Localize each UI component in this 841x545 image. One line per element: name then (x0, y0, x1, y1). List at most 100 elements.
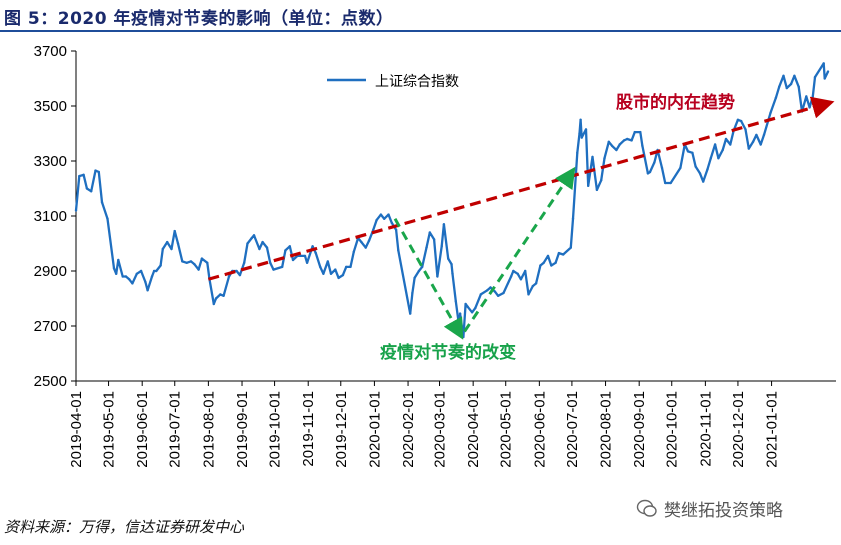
data-point (785, 86, 788, 90)
data-point (235, 269, 238, 273)
trend-arrow (207, 96, 835, 281)
data-point (121, 275, 124, 278)
watermark: 樊继拓投资策略 (636, 496, 783, 521)
data-point (509, 275, 513, 278)
data-point (534, 282, 538, 285)
data-point (524, 269, 527, 273)
data-point (740, 119, 743, 123)
rise-arrow (463, 166, 576, 333)
data-point (653, 161, 656, 164)
data-point (421, 265, 424, 269)
data-point (493, 290, 497, 293)
data-point (466, 305, 469, 308)
data-point (587, 184, 590, 187)
data-point (219, 293, 222, 296)
data-point (185, 261, 188, 264)
title-divider (0, 30, 841, 32)
data-point (686, 150, 690, 153)
data-point (646, 172, 650, 175)
data-point (630, 139, 633, 142)
data-point (288, 245, 291, 248)
x-tick-label: 2020-05-01 (498, 391, 515, 468)
trend-label: 股市的内在趋势 (616, 92, 735, 113)
data-point (413, 276, 416, 280)
data-point (281, 265, 284, 269)
x-tick-label: 2019-09-01 (234, 391, 251, 468)
data-point (724, 137, 728, 141)
data-point (124, 275, 128, 278)
data-point (562, 253, 565, 256)
data-point (345, 265, 348, 269)
data-point (397, 249, 400, 252)
x-tick-label: 2019-08-01 (200, 391, 217, 468)
data-point (729, 143, 732, 146)
x-tick-label: 2020-06-01 (531, 391, 548, 468)
data-point (813, 75, 817, 79)
data-point (474, 306, 477, 310)
data-point (470, 311, 474, 314)
data-point (706, 168, 709, 171)
data-point (660, 166, 664, 170)
data-point (94, 169, 97, 172)
data-point (603, 157, 606, 160)
data-point (626, 137, 629, 141)
data-point (303, 254, 307, 258)
x-tick-label: 2019-06-01 (134, 391, 151, 468)
data-point (428, 231, 431, 234)
data-point (161, 247, 164, 251)
data-point (679, 166, 682, 170)
data-point (387, 213, 390, 216)
x-tick-label: 2020-02-01 (400, 391, 417, 468)
series-points (74, 62, 830, 339)
x-tick-label: 2019-10-01 (267, 391, 284, 468)
data-point (755, 133, 758, 137)
data-point (542, 261, 545, 264)
data-point (440, 245, 443, 248)
data-point (146, 289, 149, 292)
data-point (641, 144, 644, 148)
data-point (159, 264, 162, 267)
data-point (170, 247, 173, 251)
data-point (811, 95, 814, 98)
data-point (112, 267, 116, 270)
data-point (450, 262, 453, 266)
data-point (694, 165, 697, 168)
data-point (269, 261, 272, 264)
data-point (436, 275, 439, 278)
data-point (639, 130, 642, 134)
data-point (155, 269, 158, 273)
data-point (291, 258, 295, 262)
data-point (383, 217, 386, 220)
data-point (299, 254, 302, 258)
data-point (451, 272, 454, 275)
data-point (576, 151, 579, 154)
data-point (334, 268, 337, 271)
data-point (691, 151, 694, 154)
data-point (189, 260, 193, 263)
data-point (314, 251, 317, 255)
x-tick-label: 2019-12-01 (333, 391, 350, 468)
data-point (326, 260, 329, 263)
data-point (246, 242, 249, 245)
data-point (736, 118, 740, 122)
data-point (447, 257, 450, 260)
data-point (664, 181, 667, 185)
data-point (379, 213, 383, 216)
data-point (166, 240, 169, 244)
data-point (822, 62, 825, 65)
y-tick-label: 3500 (34, 98, 67, 115)
y-tick-label: 3100 (34, 208, 67, 225)
x-tick-label: 2020-12-01 (730, 391, 747, 468)
data-point (367, 239, 371, 242)
data-point (97, 170, 101, 174)
data-point (115, 272, 118, 275)
data-point (591, 155, 594, 159)
chart-axes: 2500 2700 2900 3100 3300 3500 3700 2019-04-01 20… (34, 43, 836, 468)
data-point (243, 261, 246, 264)
data-point (622, 139, 626, 142)
data-point (789, 82, 793, 86)
data-point (222, 294, 225, 297)
data-point (808, 106, 811, 109)
x-tick-label: 2019-11-01 (300, 391, 317, 467)
